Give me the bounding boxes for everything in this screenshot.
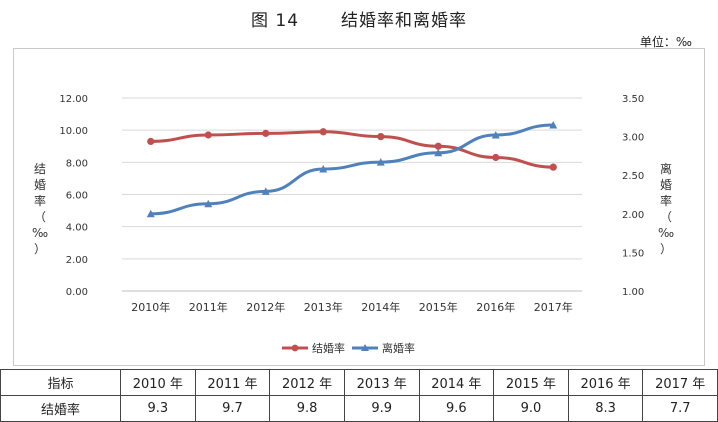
data-point-divorce bbox=[204, 199, 213, 208]
y-right-tick-label: 1.50 bbox=[622, 248, 644, 259]
x-tick-label: 2012年 bbox=[246, 300, 285, 314]
data-point-divorce bbox=[146, 209, 155, 218]
y-left-tick-label: 6.00 bbox=[66, 191, 88, 202]
legend-label: 结婚率 bbox=[312, 341, 345, 355]
x-tick-label: 2016年 bbox=[476, 300, 515, 314]
legend-marker bbox=[291, 344, 299, 352]
data-point-divorce bbox=[434, 148, 443, 157]
table-row: 结婚率 9.3 9.7 9.8 9.9 9.6 9.0 8.3 7.7 bbox=[0, 395, 718, 422]
data-point-divorce bbox=[261, 187, 270, 195]
data-point-marriage bbox=[262, 129, 270, 137]
x-tick-label: 2010年 bbox=[131, 300, 170, 314]
table-header-cell: 2014 年 bbox=[418, 369, 495, 396]
y-left-tick-label: 8.00 bbox=[66, 158, 88, 169]
table-cell: 7.7 bbox=[642, 395, 718, 422]
y-right-tick-label: 3.50 bbox=[622, 94, 644, 105]
table-header-cell: 2015 年 bbox=[493, 369, 569, 396]
data-point-divorce bbox=[319, 165, 328, 173]
y-right-tick-label: 2.00 bbox=[622, 210, 644, 221]
data-table: 指标 2010 年 2011 年 2012 年 2013 年 2014 年 2015 年 20… bbox=[0, 369, 718, 422]
y-right-tick-label: 3.00 bbox=[622, 133, 644, 144]
legend-marker bbox=[361, 344, 369, 351]
x-tick-label: 2017年 bbox=[534, 300, 573, 314]
table-header-cell: 2017 年 bbox=[642, 369, 718, 396]
y-left-axis-label: 结婚率（‰） bbox=[32, 162, 48, 256]
data-point-divorce bbox=[549, 121, 558, 129]
data-point-marriage bbox=[377, 133, 385, 141]
table-cell: 9.0 bbox=[493, 395, 569, 422]
table-header-cell: 2012 年 bbox=[269, 369, 345, 396]
data-point-marriage bbox=[204, 131, 212, 139]
table-cell: 9.9 bbox=[343, 395, 420, 422]
y-right-tick-label: 2.50 bbox=[622, 171, 644, 182]
data-point-marriage bbox=[492, 153, 500, 162]
table-cell: 9.8 bbox=[269, 395, 345, 422]
table-header-row: 指标 2010 年 2011 年 2012 年 2013 年 2014 年 2015 年 20… bbox=[0, 369, 718, 396]
y-right-axis-label: 离婚率（‰） bbox=[658, 161, 674, 256]
table-header-cell: 指标 bbox=[0, 369, 121, 396]
y-left-tick-label: 0.00 bbox=[66, 287, 88, 298]
x-tick-label: 2013年 bbox=[304, 300, 343, 314]
table-row-label: 结婚率 bbox=[0, 395, 121, 422]
line-chart: 0.00 2.00 4.00 6.00 8.00 10.00 12.00 1.00 1.50 2.… bbox=[32, 94, 674, 355]
chart-title: 图 14 结婚率和离婚率 bbox=[0, 6, 718, 31]
table-header-cell: 2016 年 bbox=[567, 369, 644, 396]
y-left-tick-label: 4.00 bbox=[66, 223, 88, 234]
data-point-divorce bbox=[491, 131, 500, 139]
chart-frame bbox=[13, 48, 705, 366]
data-point-divorce bbox=[376, 158, 385, 166]
data-point-marriage bbox=[147, 137, 155, 146]
x-tick-label: 2014年 bbox=[361, 300, 400, 314]
legend-label: 离婚率 bbox=[382, 341, 415, 355]
table-header-cell: 2011 年 bbox=[194, 369, 271, 396]
table-cell: 8.3 bbox=[567, 395, 644, 422]
x-tick-label: 2015年 bbox=[419, 300, 458, 314]
data-point-marriage bbox=[549, 163, 557, 171]
series-line-2 bbox=[150, 123, 554, 216]
unit-label: 单位：‰ bbox=[639, 35, 692, 49]
data-point-marriage bbox=[319, 128, 327, 136]
table-cell: 9.3 bbox=[120, 395, 196, 422]
table-header-cell: 2010 年 bbox=[120, 369, 196, 396]
data-point-marriage bbox=[434, 142, 442, 150]
x-tick-label: 2011年 bbox=[189, 300, 228, 314]
table-header-cell: 2013 年 bbox=[343, 369, 420, 396]
y-left-tick-label: 12.00 bbox=[59, 94, 88, 105]
figure-number: 图 14 bbox=[250, 11, 300, 31]
figure-title-text: 结婚率和离婚率 bbox=[341, 11, 468, 31]
y-right-tick-label: 1.00 bbox=[622, 287, 644, 298]
y-left-tick-label: 10.00 bbox=[59, 126, 88, 137]
table-cell: 9.6 bbox=[418, 395, 495, 422]
table-cell: 9.7 bbox=[194, 395, 271, 422]
y-left-tick-label: 2.00 bbox=[66, 255, 88, 266]
